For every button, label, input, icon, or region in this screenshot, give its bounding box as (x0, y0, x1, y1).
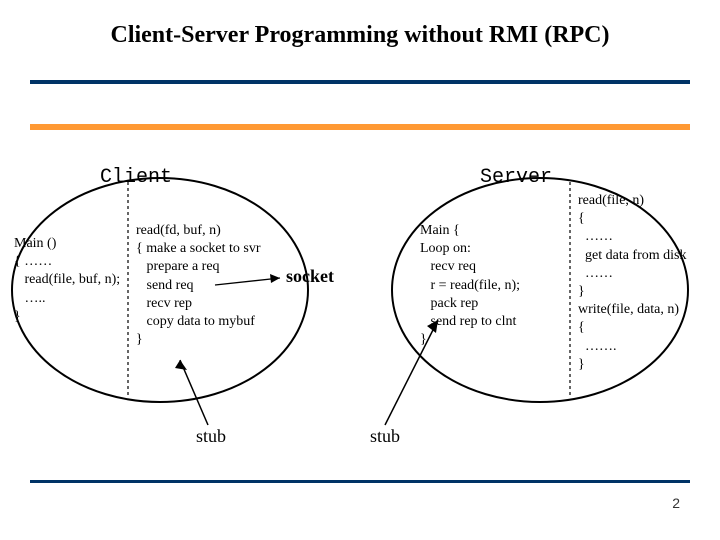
page-title: Client-Server Programming without RMI (R… (0, 22, 720, 49)
client-label: Client (100, 166, 172, 189)
bottom-rule (30, 480, 690, 483)
server-label: Server (480, 166, 552, 189)
stub-label-left: stub (196, 426, 226, 447)
accent-bar (30, 124, 690, 130)
top-rule (30, 80, 690, 84)
server-read-code: read(file, n) { …… get data from disk ……… (578, 192, 686, 374)
socket-label: socket (286, 266, 334, 287)
stub-label-right: stub (370, 426, 400, 447)
server-main-code: Main { Loop on: recv req r = read(file, … (420, 222, 520, 349)
page-number: 2 (672, 495, 680, 511)
client-stub-code: read(fd, buf, n) { make a socket to svr … (136, 222, 261, 349)
client-main-code: Main () { …… read(file, buf, n); ….. } (14, 235, 120, 326)
